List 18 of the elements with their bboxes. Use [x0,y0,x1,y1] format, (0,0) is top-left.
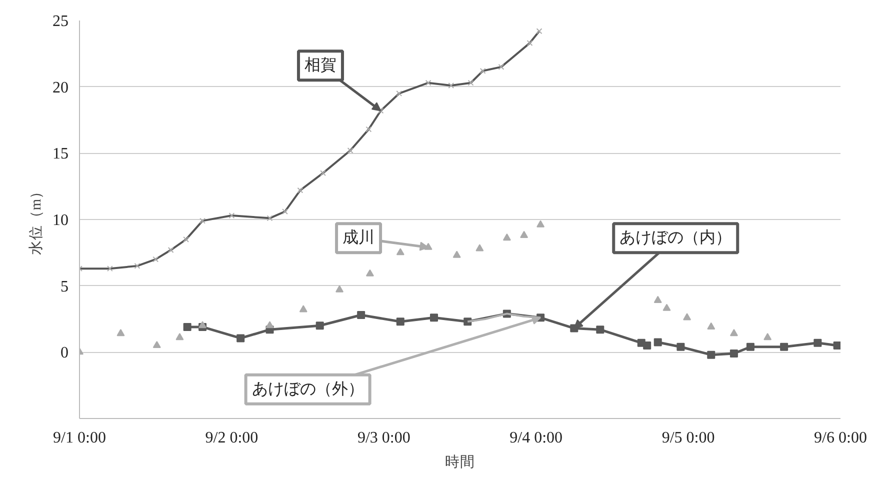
text: あけぼの（内） [620,228,732,247]
series-label: 成川 [342,228,375,247]
text: あけぼの（外） [252,380,364,398]
text: 相賀 [304,56,336,74]
x-tick-label: 9/5 0:00 [662,430,715,446]
x-tick-label: 9/1 0:00 [53,430,106,446]
x-axis-title: 時間 [445,454,475,470]
y-tick-label: 25 [52,13,68,30]
x-tick-label: 9/3 0:00 [357,430,410,446]
y-tick-label: 10 [52,212,68,229]
y-tick-label: 0 [60,344,68,362]
x-tick-label: 9/4 0:00 [510,430,563,446]
x-tick-label: 9/2 0:00 [205,430,258,446]
y-axis-title: 水位（m） [28,184,44,256]
y-tick-label: 15 [52,146,68,163]
y-tick-label: 20 [52,79,68,96]
x-tick-label: 9/6 0:00 [814,430,867,446]
y-tick-label: 5 [60,278,68,296]
